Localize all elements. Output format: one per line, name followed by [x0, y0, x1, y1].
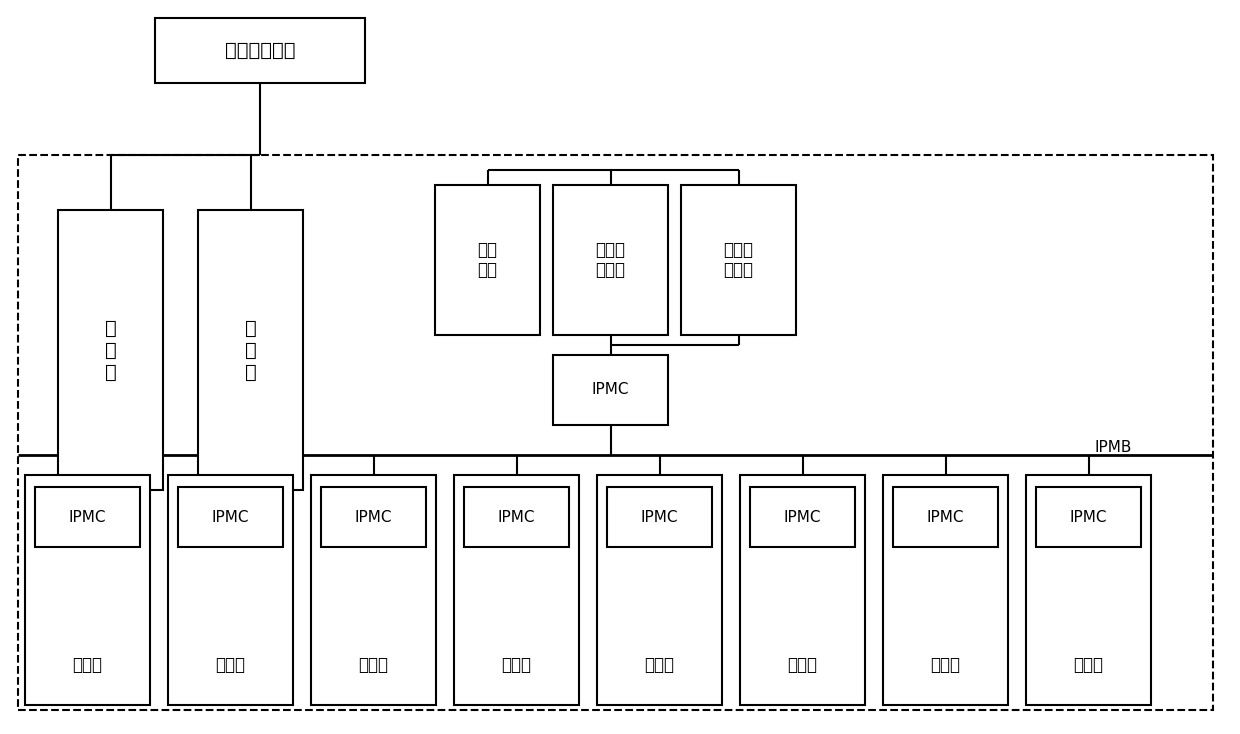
Bar: [167, 475, 293, 705]
Text: 电源输
入模块: 电源输 入模块: [723, 241, 754, 280]
Bar: [435, 185, 539, 335]
Text: IPMC: IPMC: [497, 509, 536, 525]
Text: 外部管理系统: 外部管理系统: [224, 41, 295, 60]
Bar: [608, 487, 712, 547]
Bar: [321, 487, 427, 547]
Bar: [155, 18, 365, 83]
Bar: [596, 475, 722, 705]
Bar: [464, 487, 569, 547]
Text: 业务板: 业务板: [501, 656, 532, 674]
Bar: [198, 210, 303, 490]
Text: 业务板: 业务板: [72, 656, 103, 674]
Text: 电源输
入模块: 电源输 入模块: [595, 241, 625, 280]
Text: IPMC: IPMC: [355, 509, 392, 525]
Bar: [883, 475, 1008, 705]
Bar: [750, 487, 856, 547]
Text: 业务板: 业务板: [930, 656, 961, 674]
Bar: [25, 475, 150, 705]
Text: IPMB: IPMB: [1095, 440, 1132, 454]
Bar: [58, 210, 162, 490]
Bar: [740, 475, 866, 705]
Bar: [1025, 475, 1151, 705]
Bar: [179, 487, 283, 547]
Bar: [311, 475, 436, 705]
Text: 管
理
板: 管 理 板: [104, 319, 117, 382]
Text: IPMC: IPMC: [591, 382, 629, 398]
Bar: [454, 475, 579, 705]
Bar: [893, 487, 998, 547]
Text: 一级
电源: 一级 电源: [477, 241, 497, 280]
Text: 业务板: 业务板: [787, 656, 817, 674]
Text: 管
理
板: 管 理 板: [244, 319, 257, 382]
Text: 业务板: 业务板: [1074, 656, 1104, 674]
Bar: [681, 185, 796, 335]
Bar: [19, 155, 1213, 710]
Text: IPMC: IPMC: [926, 509, 965, 525]
Bar: [553, 185, 668, 335]
Bar: [553, 355, 668, 425]
Text: IPMC: IPMC: [212, 509, 249, 525]
Text: 业务板: 业务板: [358, 656, 388, 674]
Text: IPMC: IPMC: [1070, 509, 1107, 525]
Text: 业务板: 业务板: [216, 656, 246, 674]
Text: IPMC: IPMC: [784, 509, 821, 525]
Text: IPMC: IPMC: [641, 509, 678, 525]
Text: IPMC: IPMC: [68, 509, 107, 525]
Bar: [35, 487, 140, 547]
Text: 业务板: 业务板: [645, 656, 675, 674]
Bar: [1035, 487, 1141, 547]
